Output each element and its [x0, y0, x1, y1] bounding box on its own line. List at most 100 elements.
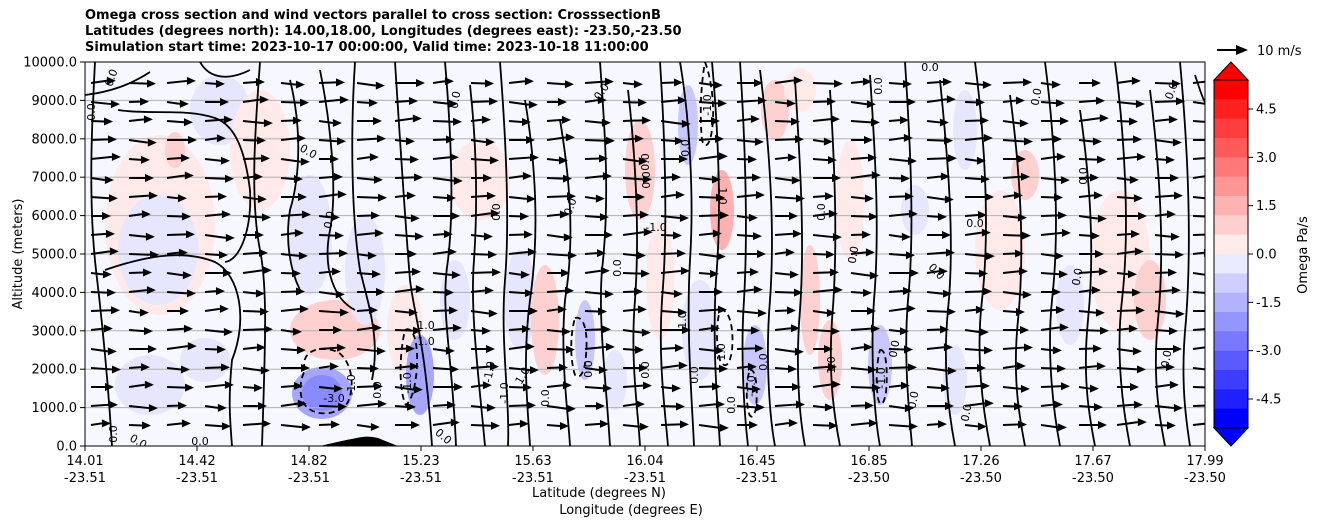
wind-vector-shaft	[1154, 405, 1175, 409]
wind-vector-head	[600, 266, 610, 275]
wind-vector	[357, 117, 382, 125]
wind-vector-shaft	[128, 383, 146, 388]
wind-vector-head	[975, 305, 985, 314]
wind-vector	[242, 78, 265, 87]
wind-vector	[508, 117, 531, 126]
wind-vector-head	[140, 155, 150, 164]
wind-vector-shaft	[622, 158, 640, 163]
wind-vector-shaft	[736, 310, 759, 315]
wind-vector-shaft	[888, 212, 910, 217]
wind-vector-shaft	[888, 424, 910, 428]
wind-vector	[166, 248, 188, 257]
wind-vector	[888, 304, 916, 313]
wind-vector-head	[184, 383, 194, 392]
colorbar-tick-label: 1.5	[1256, 199, 1277, 214]
wind-vector-shaft	[394, 405, 408, 408]
wind-vector	[242, 172, 263, 181]
contour-label: 0.0	[561, 196, 579, 217]
wind-vector	[1040, 252, 1064, 261]
wind-vector-head	[1020, 384, 1030, 393]
wind-vector-head	[905, 251, 915, 260]
wind-vector	[432, 194, 456, 203]
wind-vector-head	[789, 212, 798, 220]
wind-vector-head	[408, 250, 417, 258]
wind-vector	[508, 342, 535, 351]
wind-vector	[356, 81, 385, 90]
wind-vector-head	[1057, 423, 1067, 432]
wind-vector-head	[140, 363, 150, 372]
wind-vector-shaft	[546, 158, 560, 162]
wind-vector-shaft	[1078, 405, 1095, 409]
wind-vector-head	[186, 289, 196, 298]
wind-vector	[395, 421, 420, 429]
wind-vector	[470, 209, 500, 218]
wind-vector-head	[524, 289, 534, 298]
wind-vector-head	[907, 156, 917, 165]
wind-vector-shaft	[812, 310, 828, 315]
wind-vector-head	[294, 228, 304, 237]
wind-vector	[926, 343, 953, 352]
wind-vector-head	[291, 269, 301, 278]
wind-vector-head	[445, 135, 455, 144]
wind-vector-head	[747, 155, 757, 164]
wind-vector-head	[1128, 324, 1138, 333]
wind-vector-head	[1060, 176, 1070, 185]
wind-vector	[1041, 117, 1069, 125]
wind-vector-shaft	[850, 156, 869, 160]
wind-vector-shaft	[356, 177, 375, 181]
wind-vector	[1116, 365, 1146, 374]
wind-vector-shaft	[1154, 139, 1173, 144]
wind-vector-head	[565, 133, 575, 142]
wind-vector-head	[636, 251, 646, 260]
wind-vector-head	[452, 323, 462, 332]
wind-vector-head	[296, 134, 306, 143]
wind-vector	[432, 346, 455, 355]
wind-vector-head	[1205, 307, 1214, 315]
wind-vector-shaft	[1116, 421, 1138, 426]
wind-vector-head	[225, 233, 235, 242]
wind-vector-shaft	[318, 346, 338, 350]
x-tick-label-lon: -23.51	[512, 471, 554, 486]
wind-vector-shaft	[698, 403, 717, 407]
wind-vector-shaft	[584, 120, 603, 124]
wind-vector-head	[180, 365, 190, 374]
omega-shade-patch	[800, 245, 820, 355]
wind-vector	[318, 308, 349, 317]
wind-vector	[394, 344, 415, 353]
wind-vector-shaft	[622, 384, 644, 388]
wind-vector	[318, 384, 343, 393]
wind-vector-head	[903, 345, 913, 354]
wind-vector	[812, 233, 842, 242]
wind-vector-head	[947, 154, 957, 163]
wind-vector	[280, 210, 311, 219]
x-tick-label-lon: -23.50	[1072, 471, 1114, 486]
wind-vector-shaft	[280, 213, 303, 217]
wind-vector	[926, 384, 950, 393]
wind-vector-shaft	[166, 251, 180, 255]
wind-vector	[432, 400, 456, 409]
wind-vector-head	[337, 402, 347, 411]
wind-vector-head	[977, 364, 986, 372]
wind-vector-head	[825, 250, 835, 259]
wind-vector-head	[977, 211, 987, 220]
wind-vector	[850, 118, 880, 127]
wind-vector-shaft	[356, 232, 376, 236]
wind-vector-head	[181, 419, 191, 428]
wind-vector-shaft	[660, 269, 682, 274]
wind-vector-shaft	[204, 290, 217, 293]
y-tick-label: 7000.0	[32, 171, 78, 186]
wind-vector	[660, 420, 689, 429]
wind-vector	[204, 174, 234, 183]
wind-vector-head	[368, 306, 378, 315]
wind-vector-shaft	[128, 213, 143, 217]
wind-vector-head	[900, 381, 910, 390]
x-tick-label-lon: -23.51	[288, 471, 330, 486]
wind-vector	[128, 210, 151, 219]
wind-vector	[926, 366, 957, 375]
wind-vector-shaft	[660, 423, 681, 426]
wind-vector	[698, 99, 727, 108]
wind-vector	[242, 366, 270, 375]
wind-vector-head	[300, 157, 310, 166]
wind-vector-head	[1137, 418, 1147, 427]
wind-vector-shaft	[1154, 383, 1171, 388]
